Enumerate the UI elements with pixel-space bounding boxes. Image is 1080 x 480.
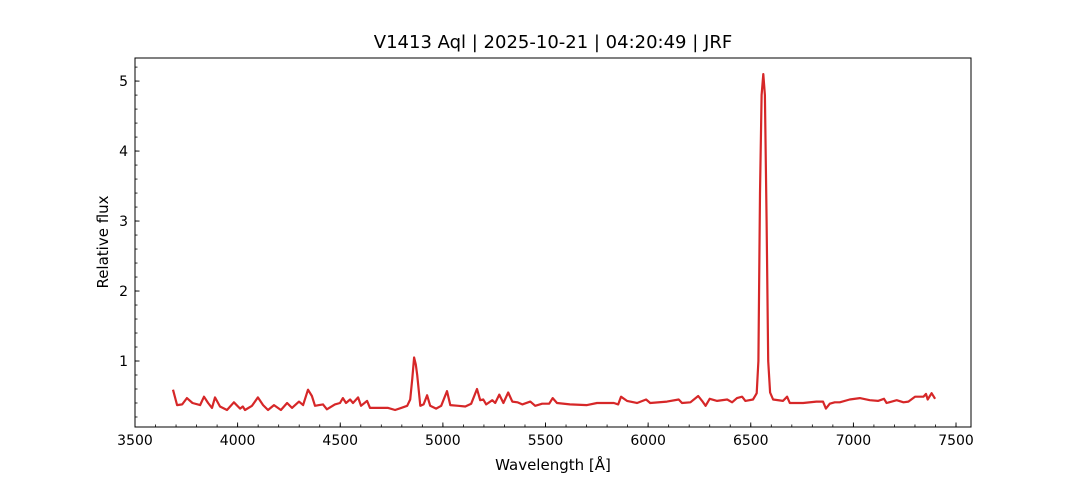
x-tick-label: 6000 (630, 433, 666, 449)
x-tick-label: 4500 (322, 433, 358, 449)
y-axis-label: Relative flux (94, 195, 112, 288)
x-tick-label: 4000 (220, 433, 256, 449)
chart-title: V1413 Aql | 2025-10-21 | 04:20:49 | JRF (374, 32, 732, 53)
x-tick-label: 7000 (836, 433, 872, 449)
plot-area: 3500 4000 4500 5000 5500 6000 6500 7000 7500 1 2 3 4… (117, 57, 974, 449)
y-tick-label: 5 (119, 74, 128, 90)
y-tick-label: 4 (119, 144, 128, 160)
y-tick-label: 1 (119, 354, 128, 370)
spectrum-line (171, 73, 937, 412)
x-tick-label: 5500 (528, 433, 564, 449)
x-axis-label: Wavelength [Å] (495, 455, 611, 474)
x-tick-label: 5000 (425, 433, 461, 449)
axes-frame (134, 57, 972, 428)
y-tick-label: 2 (119, 284, 128, 300)
x-tick-label: 6500 (733, 433, 769, 449)
x-tick-label: 7500 (938, 433, 974, 449)
y-tick-label: 3 (119, 214, 128, 230)
x-tick-label: 3500 (117, 433, 153, 449)
